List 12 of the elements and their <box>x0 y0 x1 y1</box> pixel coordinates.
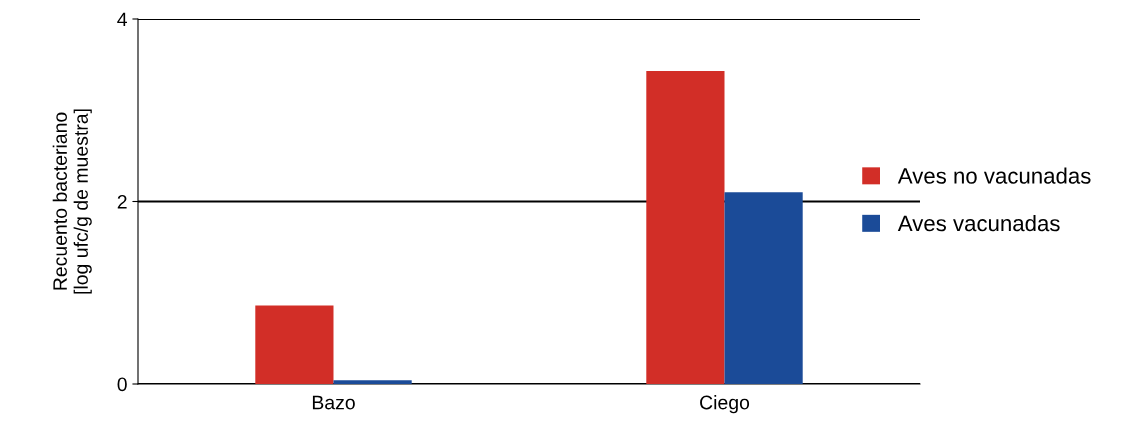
x-tick-label: Ciego <box>700 395 750 414</box>
legend-label: Aves no vacunadas <box>897 167 1091 184</box>
bar <box>724 192 803 384</box>
bar <box>255 305 334 384</box>
bar <box>333 380 412 384</box>
bar <box>646 71 725 384</box>
y-tick-label: 0 <box>117 377 127 392</box>
y-tick-label: 4 <box>117 12 128 27</box>
y-tick-label: 2 <box>117 194 127 209</box>
legend-label: Aves vacunadas <box>897 214 1060 232</box>
x-tick-label: Bazo <box>312 395 355 410</box>
y-axis-title: Recuento bacteriano [log ufc/g de muestra] <box>52 109 92 294</box>
